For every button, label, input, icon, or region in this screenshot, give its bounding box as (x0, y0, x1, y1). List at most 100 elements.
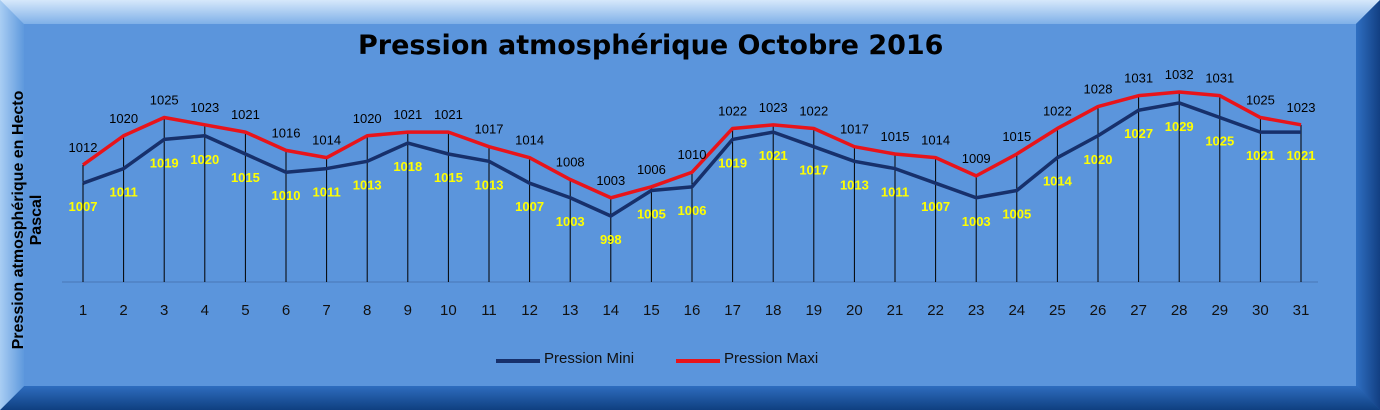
x-tick-label: 15 (643, 302, 660, 319)
data-label-maxi: 1022 (1043, 103, 1072, 118)
legend-label-mini: Pression Mini (544, 350, 635, 367)
x-tick-label: 10 (440, 302, 457, 319)
frame-bevel-left (0, 0, 24, 410)
data-label-maxi: 1015 (881, 129, 910, 144)
data-label-maxi: 1020 (109, 111, 138, 126)
data-label-maxi: 1008 (556, 155, 585, 170)
data-label-mini: 1005 (1002, 206, 1031, 221)
x-tick-label: 30 (1252, 302, 1269, 319)
data-label-maxi: 1022 (718, 103, 747, 118)
x-tick-label: 24 (1008, 302, 1025, 319)
x-tick-label: 20 (846, 302, 863, 319)
data-label-maxi: 1028 (1084, 82, 1113, 97)
data-label-maxi: 1023 (1287, 100, 1316, 115)
data-label-mini: 1011 (312, 185, 340, 200)
chart-title: Pression atmosphérique Octobre 2016 (358, 30, 944, 61)
x-tick-label: 9 (404, 302, 412, 319)
legend-swatch-mini (496, 359, 540, 363)
data-label-maxi: 1020 (353, 111, 382, 126)
data-label-maxi: 1012 (69, 140, 98, 155)
data-label-maxi: 1006 (637, 162, 666, 177)
data-label-mini: 1005 (637, 206, 666, 221)
data-label-maxi: 1025 (1246, 93, 1275, 108)
data-label-mini: 998 (600, 232, 622, 247)
x-tick-label: 8 (363, 302, 371, 319)
data-label-mini: 1013 (840, 177, 869, 192)
data-label-mini: 1014 (1043, 174, 1073, 189)
x-tick-label: 22 (927, 302, 944, 319)
x-tick-label: 4 (201, 302, 209, 319)
legend-swatch-maxi (676, 359, 720, 363)
x-tick-label: 19 (805, 302, 822, 319)
data-label-maxi: 1014 (312, 133, 341, 148)
data-label-maxi: 1032 (1165, 67, 1194, 82)
frame-bevel-bottom (0, 386, 1380, 410)
x-tick-label: 2 (119, 302, 127, 319)
chart-area (24, 24, 1356, 386)
x-tick-label: 28 (1171, 302, 1188, 319)
data-label-maxi: 1021 (231, 107, 260, 122)
data-label-mini: 1021 (759, 148, 788, 163)
frame-bevel-right (1356, 0, 1380, 410)
x-tick-label: 6 (282, 302, 290, 319)
data-label-mini: 1029 (1165, 119, 1194, 134)
x-tick-label: 29 (1211, 302, 1228, 319)
data-label-maxi: 1014 (515, 133, 544, 148)
x-tick-label: 21 (887, 302, 904, 319)
data-label-mini: 1011 (881, 185, 909, 200)
x-tick-label: 23 (968, 302, 985, 319)
data-label-mini: 1018 (393, 159, 422, 174)
series-line-mini (82, 101, 1301, 218)
data-label-maxi: 1009 (962, 151, 991, 166)
data-label-maxi: 1023 (759, 100, 788, 115)
x-tick-label: 13 (562, 302, 579, 319)
data-label-mini: 1003 (962, 214, 991, 229)
x-tick-label: 26 (1090, 302, 1107, 319)
data-label-maxi: 1031 (1124, 71, 1153, 86)
data-label-mini: 1010 (272, 188, 301, 203)
x-tick-label: 7 (322, 302, 330, 319)
data-label-mini: 1021 (1246, 148, 1275, 163)
x-tick-label: 16 (684, 302, 701, 319)
data-label-maxi: 1016 (272, 125, 301, 140)
data-label-maxi: 1010 (678, 147, 707, 162)
data-label-maxi: 1023 (190, 100, 219, 115)
data-label-mini: 1007 (69, 199, 98, 214)
x-tick-label: 18 (765, 302, 782, 319)
data-label-mini: 1007 (921, 199, 950, 214)
data-label-maxi: 1021 (393, 107, 422, 122)
data-label-mini: 1006 (678, 203, 707, 218)
x-tick-label: 1 (79, 302, 87, 319)
data-label-maxi: 1021 (434, 107, 463, 122)
data-label-mini: 1025 (1205, 134, 1234, 149)
data-label-mini: 1020 (190, 152, 219, 167)
data-label-mini: 1015 (231, 170, 260, 185)
x-tick-label: 17 (724, 302, 741, 319)
data-label-mini: 1013 (353, 177, 382, 192)
x-tick-label: 14 (602, 302, 619, 319)
data-label-mini: 1020 (1084, 152, 1113, 167)
data-label-mini: 1017 (799, 163, 828, 178)
series-line-maxi (81, 90, 1302, 200)
x-tick-label: 25 (1049, 302, 1066, 319)
data-label-maxi: 1031 (1205, 71, 1234, 86)
data-label-maxi: 1015 (1002, 129, 1031, 144)
x-tick-label: 31 (1293, 302, 1310, 319)
data-label-mini: 1011 (109, 185, 137, 200)
data-label-maxi: 1017 (840, 122, 869, 137)
data-label-maxi: 1017 (475, 122, 504, 137)
data-label-maxi: 1003 (596, 173, 625, 188)
x-tick-label: 3 (160, 302, 168, 319)
data-label-mini: 1019 (718, 155, 747, 170)
x-tick-label: 12 (521, 302, 538, 319)
data-label-mini: 1013 (475, 177, 504, 192)
data-label-mini: 1027 (1124, 126, 1153, 141)
data-label-mini: 1015 (434, 170, 463, 185)
data-label-maxi: 1014 (921, 133, 950, 148)
data-label-mini: 1003 (556, 214, 585, 229)
x-tick-label: 27 (1130, 302, 1147, 319)
x-tick-label: 5 (241, 302, 249, 319)
data-label-mini: 1007 (515, 199, 544, 214)
